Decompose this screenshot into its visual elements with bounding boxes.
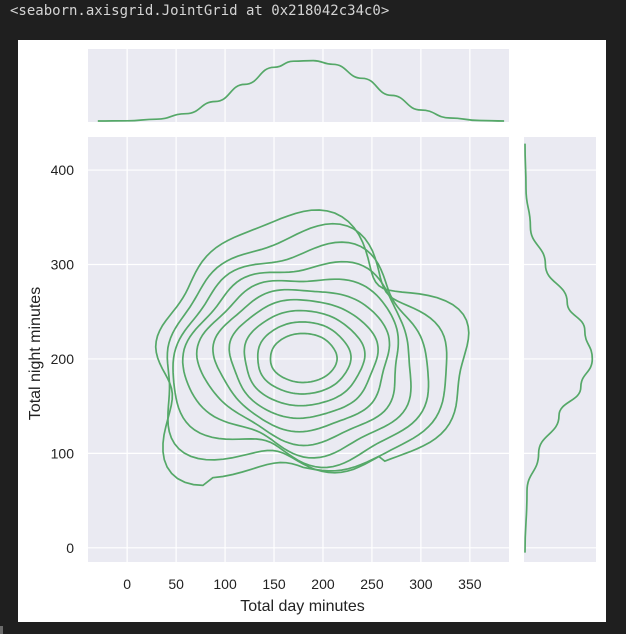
x-axis-label: Total day minutes (240, 598, 365, 615)
y-tick-label: 0 (66, 540, 74, 556)
output-text: <seaborn.axisgrid.JointGrid at 0x218042c… (10, 3, 390, 19)
y-tick-label: 100 (51, 445, 75, 461)
kde-contour (181, 260, 412, 459)
marginal-x-background (88, 49, 509, 122)
kde-contour (212, 288, 391, 433)
kde-contour (195, 278, 400, 447)
marginal-x-density-line (97, 59, 505, 122)
joint-axes-background (88, 137, 509, 562)
joint-plot-svg: 0 50 100 150 200 250 300 350 0 100 200 300 400 Total … (27, 49, 596, 615)
x-tick-label: 100 (213, 576, 237, 592)
x-tick-label: 50 (168, 576, 184, 592)
kde-contour (228, 298, 379, 420)
kde-contour (256, 321, 352, 395)
x-tick-label: 200 (311, 576, 335, 592)
y-tick-label: 200 (51, 351, 75, 367)
joint-plot-figure: 0 50 100 150 200 250 300 350 0 100 200 300 400 Total … (18, 40, 606, 622)
kde-contour (172, 241, 430, 469)
y-tick-label: 400 (51, 162, 75, 178)
x-tick-label: 0 (123, 576, 131, 592)
marginal-y-density-line (524, 143, 594, 553)
y-axis-label: Total night minutes (27, 287, 44, 420)
kde-contour (154, 209, 470, 487)
x-tick-label: 150 (262, 576, 286, 592)
kde-contour (269, 332, 338, 384)
y-tick-label: 300 (51, 257, 75, 273)
kde-contour (243, 309, 366, 407)
x-tick-label: 350 (458, 576, 482, 592)
x-tick-label: 250 (360, 576, 384, 592)
marginal-y-background (524, 137, 596, 562)
scroll-stub (0, 626, 3, 634)
x-tick-label: 300 (409, 576, 433, 592)
